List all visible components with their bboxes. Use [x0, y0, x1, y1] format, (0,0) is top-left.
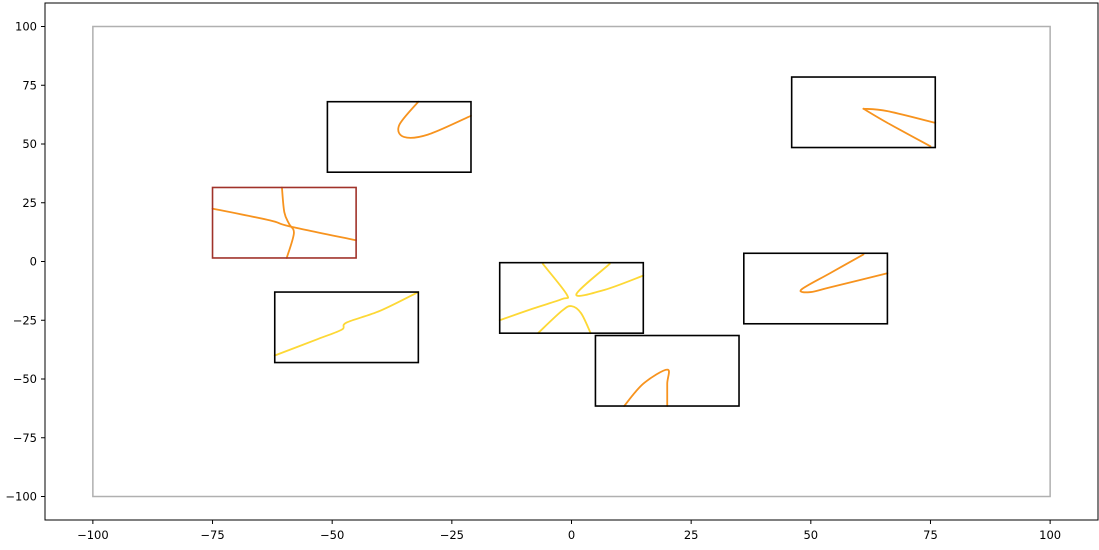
y-tick-label: 0 — [30, 255, 37, 269]
y-tick-label: 100 — [15, 20, 37, 34]
x-tick-label: 50 — [803, 528, 818, 542]
y-tick-label: −50 — [13, 372, 37, 386]
region-box — [790, 76, 937, 149]
region-box — [273, 291, 420, 364]
region-box — [211, 186, 357, 259]
curve-line — [862, 107, 937, 124]
curve-line — [799, 253, 889, 294]
y-tick-label: 25 — [22, 196, 37, 210]
curve-line — [537, 305, 592, 335]
curve-line — [862, 107, 932, 148]
curve-line — [211, 207, 358, 242]
outer-boundary — [92, 25, 1051, 498]
y-tick-label: 50 — [22, 137, 37, 151]
curve-line — [397, 100, 472, 139]
region-box — [326, 100, 472, 173]
curves — [211, 100, 937, 407]
x-tick-label: −25 — [440, 528, 464, 542]
y-tick-label: 75 — [22, 78, 37, 92]
y-axis-ticks: 100 75 50 25 0 −25 −50 −75 −100 — [5, 20, 45, 504]
curve-line — [623, 368, 670, 407]
x-tick-label: 25 — [684, 528, 699, 542]
x-tick-label: −50 — [320, 528, 344, 542]
curve-line — [498, 262, 569, 322]
x-tick-label: −75 — [200, 528, 224, 542]
curve-line — [575, 262, 645, 297]
x-tick-label: 75 — [923, 528, 938, 542]
axes-spine — [44, 2, 1099, 521]
region-boxes — [211, 76, 937, 407]
y-tick-label: −25 — [13, 313, 37, 327]
x-tick-label: 0 — [568, 528, 575, 542]
y-tick-label: −75 — [13, 431, 37, 445]
outer-boundary-rect — [92, 25, 1051, 498]
x-tick-label: −100 — [77, 528, 109, 542]
axes-frame — [44, 2, 1099, 521]
y-tick-label: −100 — [5, 490, 37, 504]
x-tick-label: 100 — [1039, 528, 1061, 542]
region-box — [498, 261, 645, 334]
region-box — [594, 334, 740, 407]
region-box — [743, 252, 889, 325]
x-axis-ticks: −100 −75 −50 −25 0 25 50 75 100 — [77, 520, 1061, 542]
curve-line — [273, 291, 420, 357]
curve-line — [281, 186, 295, 259]
